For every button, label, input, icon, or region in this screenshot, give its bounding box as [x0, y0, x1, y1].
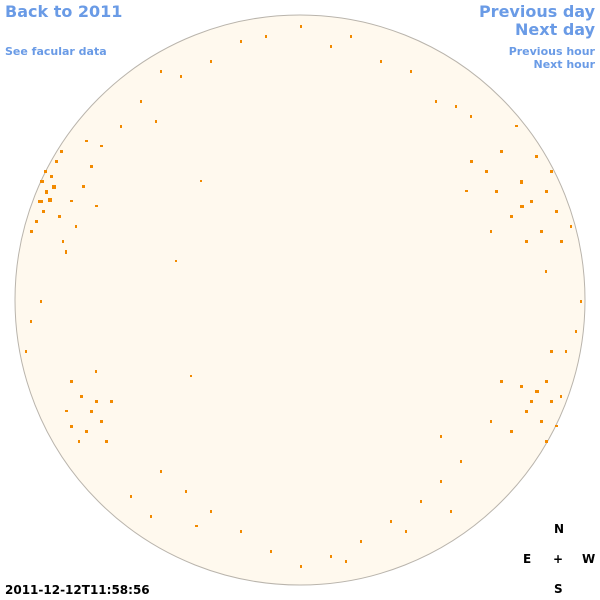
solar-disk	[14, 14, 586, 586]
back-link[interactable]: Back to 2011	[5, 2, 123, 21]
compass-west: W	[582, 552, 596, 566]
previous-day-link[interactable]: Previous day	[478, 2, 595, 21]
next-day-link[interactable]: Next day	[515, 20, 595, 39]
previous-hour-link[interactable]: Previous hour	[508, 45, 595, 58]
next-hour-link[interactable]: Next hour	[533, 58, 596, 71]
compass-east: E	[523, 552, 532, 566]
compass-center: +	[553, 552, 564, 566]
timestamp: 2011-12-12T11:58:56	[5, 583, 150, 597]
facular-data-link[interactable]: See facular data	[5, 45, 107, 58]
compass-north: N	[554, 522, 565, 536]
compass-south: S	[554, 582, 563, 596]
